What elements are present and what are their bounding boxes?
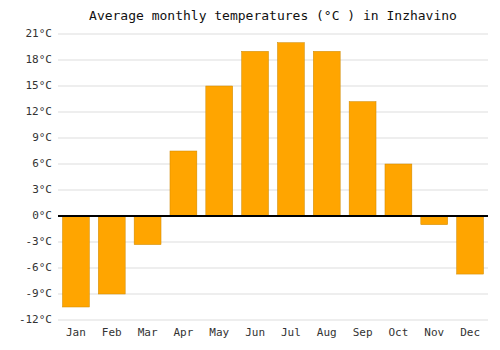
bar	[385, 164, 412, 216]
x-tick-label: Jan	[66, 326, 86, 339]
x-tick-label: Oct	[388, 326, 408, 339]
bar	[206, 86, 233, 216]
grid-line	[58, 216, 488, 217]
x-tick-label: Jun	[245, 326, 265, 339]
grid-line	[58, 60, 488, 61]
y-tick-label: 0°C	[32, 209, 52, 222]
grid-line	[58, 190, 488, 191]
grid-line	[58, 86, 488, 87]
x-tick-label: May	[209, 326, 229, 339]
x-tick-label: Mar	[138, 326, 158, 339]
bar	[421, 216, 448, 225]
grid-line	[58, 34, 488, 35]
bar	[98, 216, 125, 294]
y-tick-label: 18°C	[26, 53, 53, 66]
bar	[62, 216, 89, 307]
bar	[170, 151, 197, 216]
bar	[242, 51, 269, 216]
bar	[349, 102, 376, 216]
y-tick-label: 12°C	[26, 105, 53, 118]
y-tick-label: 15°C	[26, 79, 53, 92]
y-tick-label: 9°C	[32, 131, 52, 144]
title: Average monthly temperatures (°C ) in In…	[89, 8, 457, 23]
chart: -12°C -9°C -6°C -3°C 0°C 3°C 6°C 9°C 12°C 15°C 18°…	[0, 0, 500, 350]
grid-line	[58, 138, 488, 139]
grid-line	[58, 320, 488, 321]
bar	[134, 216, 161, 245]
x-tick-label: Aug	[317, 326, 337, 339]
x-tick-label: Apr	[173, 326, 193, 339]
y-tick-label: 3°C	[32, 183, 52, 196]
axis-labels: -12°C -9°C -6°C -3°C 0°C 3°C 6°C 9°C 12°C 15°C 18°…	[19, 27, 480, 339]
y-tick-label: 6°C	[32, 157, 52, 170]
x-tick-label: Sep	[353, 326, 373, 339]
bar	[313, 51, 340, 216]
grid-line	[58, 164, 488, 165]
y-tick-label: 21°C	[26, 27, 53, 40]
y-tick-label: -3°C	[26, 235, 53, 248]
x-tick-label: Dec	[460, 326, 480, 339]
bar	[277, 43, 304, 216]
zero-line	[58, 215, 488, 217]
x-tick-label: Nov	[424, 326, 444, 339]
bar	[457, 216, 484, 274]
y-tick-label: -9°C	[26, 287, 53, 300]
y-tick-label: -12°C	[19, 313, 52, 326]
x-tick-label: Feb	[102, 326, 122, 339]
chart-container: -12°C -9°C -6°C -3°C 0°C 3°C 6°C 9°C 12°C 15°C 18°…	[0, 0, 500, 350]
y-tick-label: -6°C	[26, 261, 53, 274]
x-tick-label: Jul	[281, 326, 301, 339]
grid-line	[58, 112, 488, 113]
bars	[62, 43, 483, 307]
grid	[58, 34, 488, 320]
